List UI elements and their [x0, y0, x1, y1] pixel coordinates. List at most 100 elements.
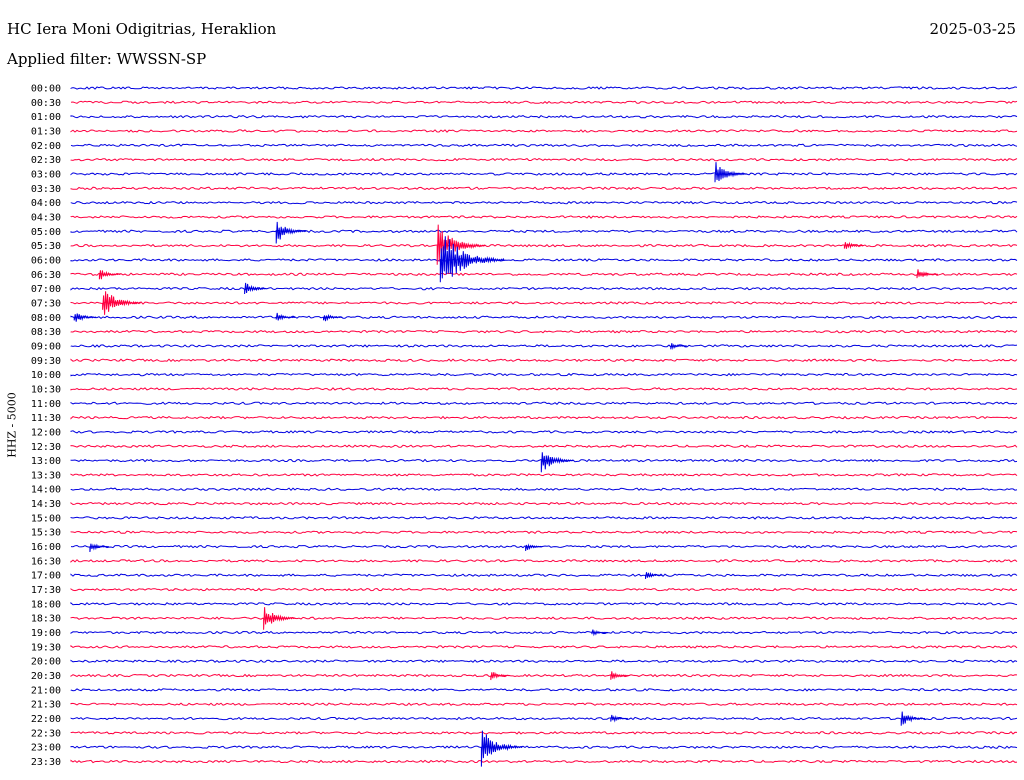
row-time-label: 16:00: [31, 542, 61, 553]
row-time-label: 13:00: [31, 456, 61, 467]
row-time-label: 20:00: [31, 657, 61, 668]
row-time-label: 13:30: [31, 470, 61, 481]
seismic-event: [540, 452, 574, 473]
row-time-label: 16:30: [31, 556, 61, 567]
trace-line: [70, 759, 1018, 764]
row-time-label: 17:00: [31, 571, 61, 582]
row-time-label: 05:30: [31, 241, 61, 252]
trace-line: [70, 301, 1018, 305]
trace-line: [70, 444, 1018, 448]
trace-line: [70, 630, 1018, 635]
row-time-label: 06:00: [31, 255, 61, 266]
row-time-label: 15:00: [31, 513, 61, 524]
trace-line: [70, 530, 1018, 535]
row-time-label: 14:00: [31, 485, 61, 496]
seismic-event: [244, 282, 267, 295]
trace-line: [70, 516, 1018, 520]
trace-line: [70, 731, 1018, 735]
row-time-label: 07:30: [31, 298, 61, 309]
row-time-label: 08:00: [31, 313, 61, 324]
trace-line: [70, 501, 1018, 506]
row-time-label: 21:30: [31, 700, 61, 711]
trace-line: [70, 258, 1018, 262]
trace-line: [70, 387, 1018, 391]
seismic-event: [900, 711, 926, 726]
seismic-event: [263, 607, 296, 630]
trace-line: [70, 172, 1018, 176]
row-time-label: 00:30: [31, 98, 61, 109]
row-time-label: 18:00: [31, 599, 61, 610]
seismic-event: [323, 313, 343, 322]
station-title: HC Iera Moni Odigitrias, Heraklion: [7, 20, 277, 38]
row-time-label: 05:00: [31, 227, 61, 238]
trace-line: [70, 487, 1018, 492]
row-time-label: 11:00: [31, 399, 61, 410]
trace-line: [70, 129, 1018, 133]
row-time-label: 19:00: [31, 628, 61, 639]
row-time-label: 22:00: [31, 714, 61, 725]
seismic-event: [98, 270, 121, 280]
row-time-label: 03:00: [31, 169, 61, 180]
row-time-label: 20:30: [31, 671, 61, 682]
row-time-label: 23:00: [31, 743, 61, 754]
row-time-label: 21:00: [31, 685, 61, 696]
trace-line: [70, 315, 1018, 320]
trace-line: [70, 286, 1018, 291]
trace-line: [70, 673, 1018, 678]
trace-line: [70, 200, 1018, 205]
row-time-label: 23:30: [31, 757, 61, 768]
row-time-label: 14:30: [31, 499, 61, 510]
trace-line: [70, 659, 1018, 663]
trace-line: [70, 229, 1018, 234]
seismic-event: [480, 730, 523, 767]
date-label: 2025-03-25: [929, 20, 1016, 38]
row-time-label: 09:00: [31, 341, 61, 352]
row-time-label: 10:00: [31, 370, 61, 381]
trace-line: [70, 644, 1018, 649]
seismic-event: [916, 269, 939, 279]
seismic-event: [102, 291, 141, 315]
row-time-label: 08:30: [31, 327, 61, 338]
trace-line: [70, 100, 1018, 105]
row-time-label: 19:30: [31, 642, 61, 653]
trace-line: [70, 716, 1018, 721]
seismic-event: [439, 236, 505, 283]
seismic-event: [843, 241, 864, 249]
trace-line: [70, 358, 1018, 362]
trace-line: [70, 573, 1018, 578]
row-time-label: 01:00: [31, 112, 61, 123]
row-time-label: 17:30: [31, 585, 61, 596]
row-time-label: 01:30: [31, 126, 61, 137]
seismic-event: [436, 224, 486, 265]
seismic-event: [73, 313, 97, 322]
seismic-event: [89, 543, 110, 553]
seismic-event: [645, 571, 663, 579]
trace-line: [70, 688, 1018, 692]
trace-line: [70, 215, 1018, 219]
seismic-event: [610, 671, 630, 680]
row-time-label: 03:30: [31, 184, 61, 195]
row-time-label: 09:30: [31, 356, 61, 367]
trace-line: [70, 157, 1018, 162]
trace-line: [70, 430, 1018, 434]
trace-line: [70, 243, 1018, 248]
seismic-event: [275, 221, 307, 244]
seismic-event: [714, 162, 748, 183]
row-time-label: 02:00: [31, 141, 61, 152]
seismic-event: [670, 343, 687, 351]
trace-line: [70, 329, 1018, 334]
trace-line: [70, 372, 1018, 377]
row-time-label: 12:00: [31, 427, 61, 438]
row-time-label: 11:30: [31, 413, 61, 424]
seismic-event: [610, 714, 628, 723]
seismic-event: [490, 672, 510, 681]
trace-line: [70, 272, 1018, 277]
trace-line: [70, 344, 1018, 348]
row-time-label: 04:00: [31, 198, 61, 209]
trace-line: [70, 616, 1018, 620]
trace-line: [70, 186, 1018, 191]
row-time-label: 02:30: [31, 155, 61, 166]
row-time-label: 15:30: [31, 528, 61, 539]
trace-line: [70, 544, 1017, 549]
